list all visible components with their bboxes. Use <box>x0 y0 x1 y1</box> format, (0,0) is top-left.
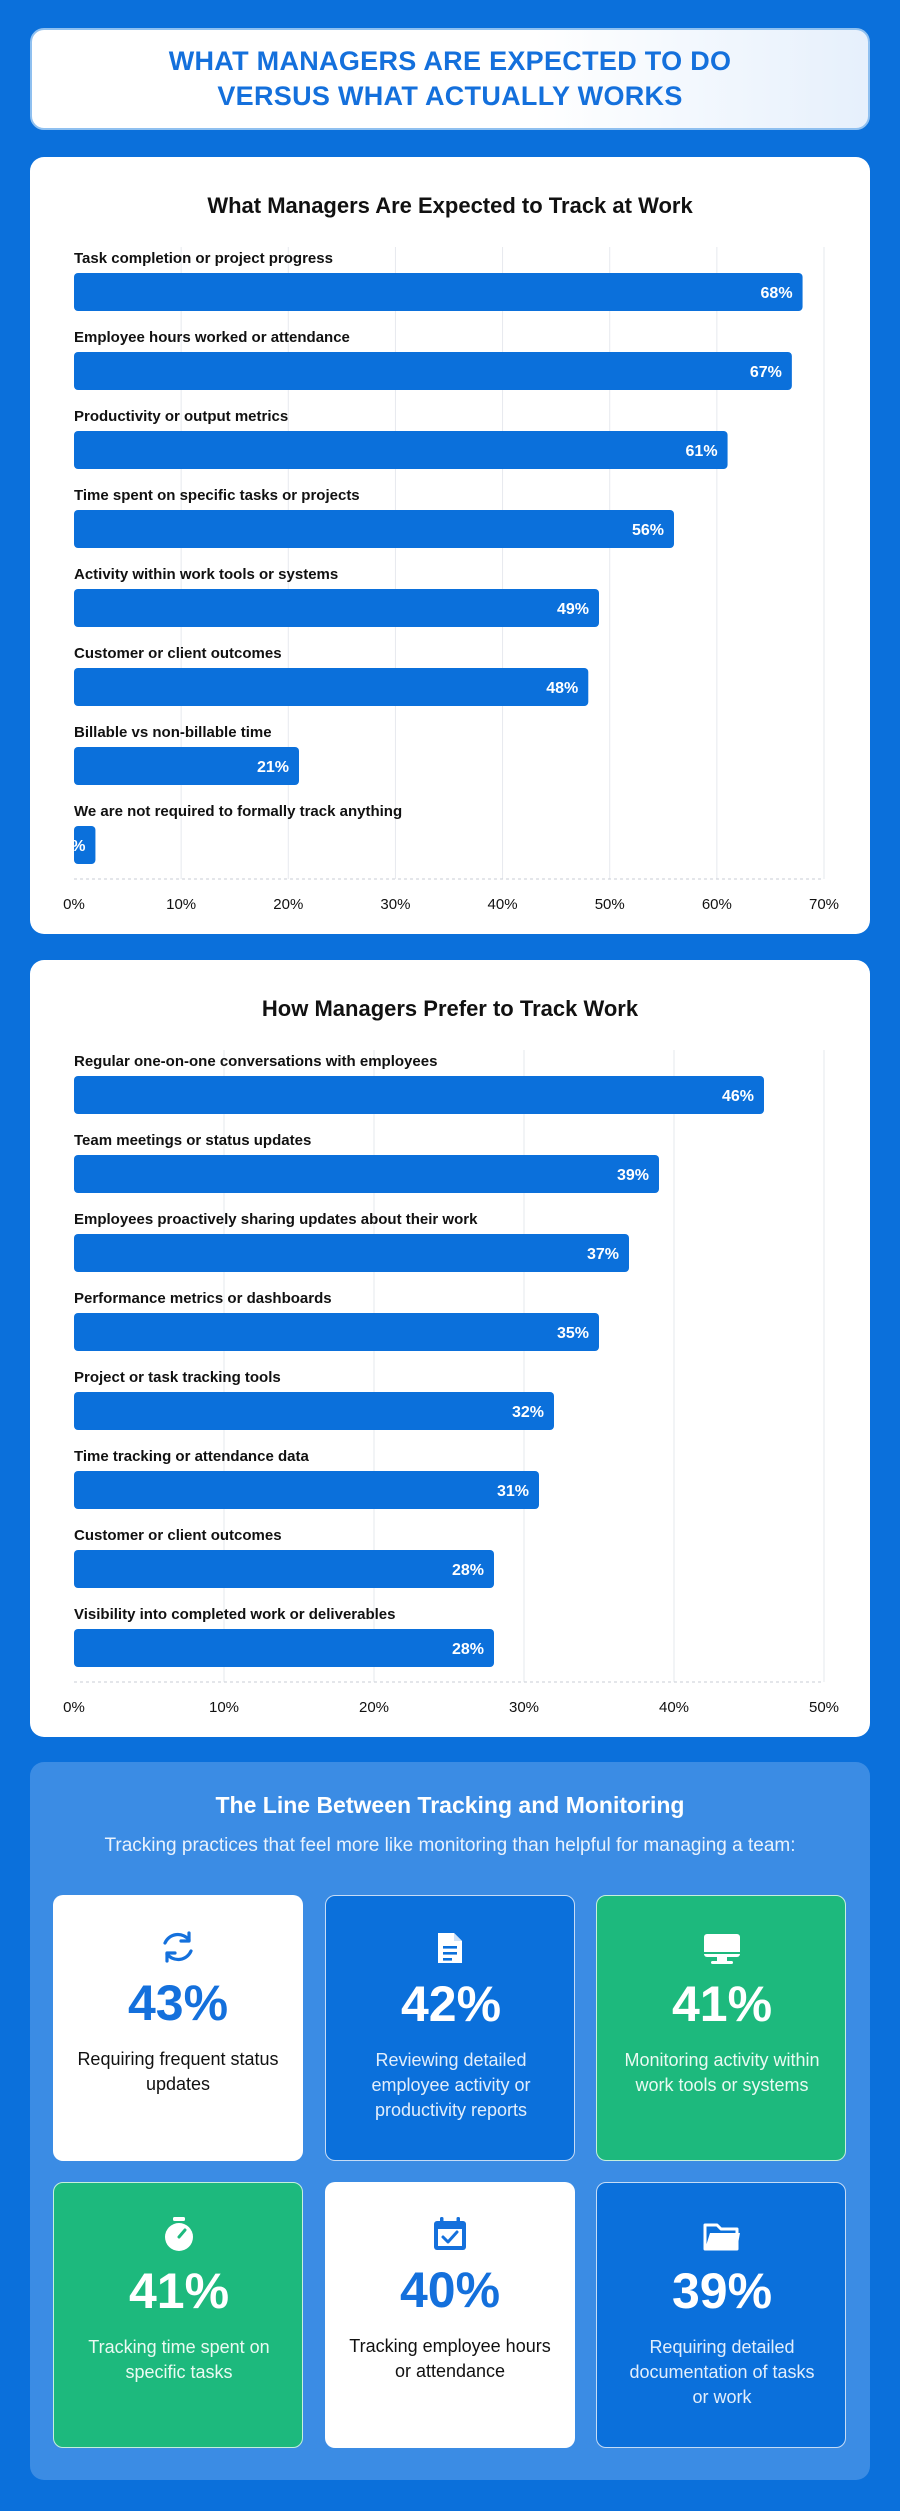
bar <box>74 826 96 864</box>
category-label: Team meetings or status updates <box>74 1132 311 1149</box>
stat-value: 42% <box>400 1976 502 2032</box>
value-label: 61% <box>686 443 718 460</box>
stat-label: Tracking employee hours or attendance <box>349 2336 551 2381</box>
tick-label: 50% <box>809 1699 839 1716</box>
value-label: 46% <box>722 1088 754 1105</box>
value-label: 31% <box>497 1483 529 1500</box>
bar-chart-preferred: Regular one-on-one conversations with em… <box>63 1050 839 1716</box>
category-label: Billable vs non-billable time <box>74 724 272 741</box>
stopwatch-icon <box>165 2217 193 2251</box>
monitoring-title: The Line Between Tracking and Monitoring <box>215 1792 685 1818</box>
stat-label: Requiring frequent status updates <box>77 2049 279 2094</box>
category-label: Visibility into completed work or delive… <box>74 1606 395 1623</box>
bar <box>74 510 674 548</box>
monitoring-panel: The Line Between Tracking and Monitoring… <box>30 1762 870 2480</box>
tick-label: 0% <box>63 1699 85 1716</box>
bar <box>74 352 792 390</box>
value-label: 37% <box>587 1246 619 1263</box>
bar <box>74 431 728 469</box>
monitor-icon <box>704 1934 740 1964</box>
category-label: Task completion or project progress <box>74 250 333 267</box>
stat-label: Reviewing detailed employee activity or … <box>371 2050 531 2120</box>
category-label: Customer or client outcomes <box>74 645 282 662</box>
tick-label: 40% <box>488 896 518 913</box>
bar <box>74 1076 764 1114</box>
stat-value: 39% <box>671 2263 773 2319</box>
tick-label: 0% <box>63 896 85 913</box>
stat-value: 43% <box>127 1975 229 2031</box>
calendar-check-icon <box>434 2217 466 2250</box>
value-label: 68% <box>761 285 793 302</box>
value-label: 2% <box>62 838 85 855</box>
folder-icon <box>703 2223 740 2251</box>
category-label: Time spent on specific tasks or projects <box>74 487 360 504</box>
monitoring-subtitle: Tracking practices that feel more like m… <box>104 1835 796 1856</box>
stat-label: Tracking time spent on specific tasks <box>88 2337 270 2382</box>
refresh-icon <box>163 1931 193 1963</box>
stat-tile: 42% Reviewing detailed employee activity… <box>325 1895 575 2161</box>
stat-value: 41% <box>671 1976 773 2032</box>
category-label: Regular one-on-one conversations with em… <box>74 1053 437 1070</box>
tick-label: 40% <box>659 1699 689 1716</box>
page-title: WHAT MANAGERS ARE EXPECTED TO DO VERSUS … <box>168 46 732 111</box>
bar <box>74 668 589 706</box>
tick-label: 60% <box>702 896 732 913</box>
stat-tile: 39% Requiring detailed documentation of … <box>596 2182 846 2448</box>
stat-label: Requiring detailed documentation of task… <box>629 2337 815 2407</box>
bar-chart-expected: Task completion or project progress 68% Em… <box>62 247 839 913</box>
chart-title: What Managers Are Expected to Track at W… <box>207 193 693 218</box>
value-label: 56% <box>632 522 664 539</box>
chart-title: How Managers Prefer to Track Work <box>261 996 639 1021</box>
value-label: 67% <box>750 364 782 381</box>
category-label: We are not required to formally track an… <box>74 803 402 820</box>
value-label: 32% <box>512 1404 544 1421</box>
report-icon <box>438 1933 462 1963</box>
value-label: 35% <box>557 1325 589 1342</box>
tick-label: 20% <box>273 896 303 913</box>
bar <box>74 1313 599 1351</box>
tick-label: 70% <box>809 896 839 913</box>
stat-label: Monitoring activity within work tools or… <box>624 2050 820 2095</box>
category-label: Activity within work tools or systems <box>74 566 338 583</box>
value-label: 28% <box>452 1562 484 1579</box>
stat-tile: 41% Monitoring activity within work tool… <box>596 1895 846 2161</box>
category-label: Project or task tracking tools <box>74 1369 281 1386</box>
bar <box>74 589 599 627</box>
bar <box>74 1471 539 1509</box>
tick-label: 30% <box>509 1699 539 1716</box>
category-label: Employees proactively sharing updates ab… <box>74 1211 478 1228</box>
value-label: 48% <box>546 680 578 697</box>
bar <box>74 273 803 311</box>
tick-label: 20% <box>359 1699 389 1716</box>
category-label: Time tracking or attendance data <box>74 1448 309 1465</box>
bar <box>74 1392 554 1430</box>
value-label: 21% <box>257 759 289 776</box>
stat-tile: 41% Tracking time spent on specific task… <box>53 2182 303 2448</box>
tick-label: 50% <box>595 896 625 913</box>
chart-card-expected: What Managers Are Expected to Track at W… <box>30 157 870 934</box>
stat-value: 41% <box>128 2263 230 2319</box>
value-label: 39% <box>617 1167 649 1184</box>
category-label: Productivity or output metrics <box>74 408 288 425</box>
bar <box>74 1234 629 1272</box>
tick-label: 30% <box>380 896 410 913</box>
bar <box>74 747 299 785</box>
value-label: 49% <box>557 601 589 618</box>
category-label: Customer or client outcomes <box>74 1527 282 1544</box>
bar <box>74 1155 659 1193</box>
chart-card-preferred: How Managers Prefer to Track Work Regula… <box>30 960 870 1737</box>
bar <box>74 1550 494 1588</box>
stat-tile: 40% Tracking employee hours or attendanc… <box>325 2182 575 2448</box>
category-label: Employee hours worked or attendance <box>74 329 350 346</box>
category-label: Performance metrics or dashboards <box>74 1290 332 1307</box>
stat-value: 40% <box>399 2262 501 2318</box>
tick-label: 10% <box>166 896 196 913</box>
stat-tile: 43% Requiring frequent status updates <box>53 1895 303 2161</box>
header-banner: WHAT MANAGERS ARE EXPECTED TO DO VERSUS … <box>30 28 870 130</box>
bar <box>74 1629 494 1667</box>
tick-label: 10% <box>209 1699 239 1716</box>
value-label: 28% <box>452 1641 484 1658</box>
